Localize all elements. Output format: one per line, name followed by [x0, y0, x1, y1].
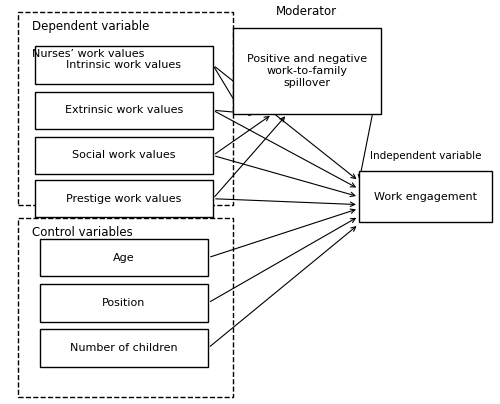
FancyBboxPatch shape [40, 239, 208, 276]
FancyBboxPatch shape [35, 180, 213, 217]
Text: Intrinsic work values: Intrinsic work values [66, 60, 182, 70]
Text: Prestige work values: Prestige work values [66, 194, 182, 204]
Text: Positive and negative
work-to-family
spillover: Positive and negative work-to-family spi… [247, 54, 367, 88]
Text: Work engagement: Work engagement [374, 192, 477, 202]
Text: Dependent variable: Dependent variable [32, 20, 150, 33]
Text: Position: Position [102, 298, 146, 308]
FancyBboxPatch shape [35, 137, 213, 174]
Text: Number of children: Number of children [70, 343, 178, 353]
FancyBboxPatch shape [35, 46, 213, 84]
Text: Extrinsic work values: Extrinsic work values [65, 105, 183, 115]
Text: Independent variable: Independent variable [370, 152, 482, 161]
FancyBboxPatch shape [40, 329, 208, 367]
Bar [18, 219, 233, 397]
Text: Age: Age [113, 252, 134, 263]
FancyBboxPatch shape [40, 284, 208, 322]
FancyBboxPatch shape [359, 171, 492, 222]
Text: Control variables: Control variables [32, 226, 133, 239]
Bar [18, 12, 233, 204]
FancyBboxPatch shape [232, 27, 381, 114]
Text: Social work values: Social work values [72, 150, 176, 160]
Text: Moderator: Moderator [276, 5, 338, 18]
FancyBboxPatch shape [35, 92, 213, 129]
Text: Nurses’ work values: Nurses’ work values [32, 49, 145, 59]
